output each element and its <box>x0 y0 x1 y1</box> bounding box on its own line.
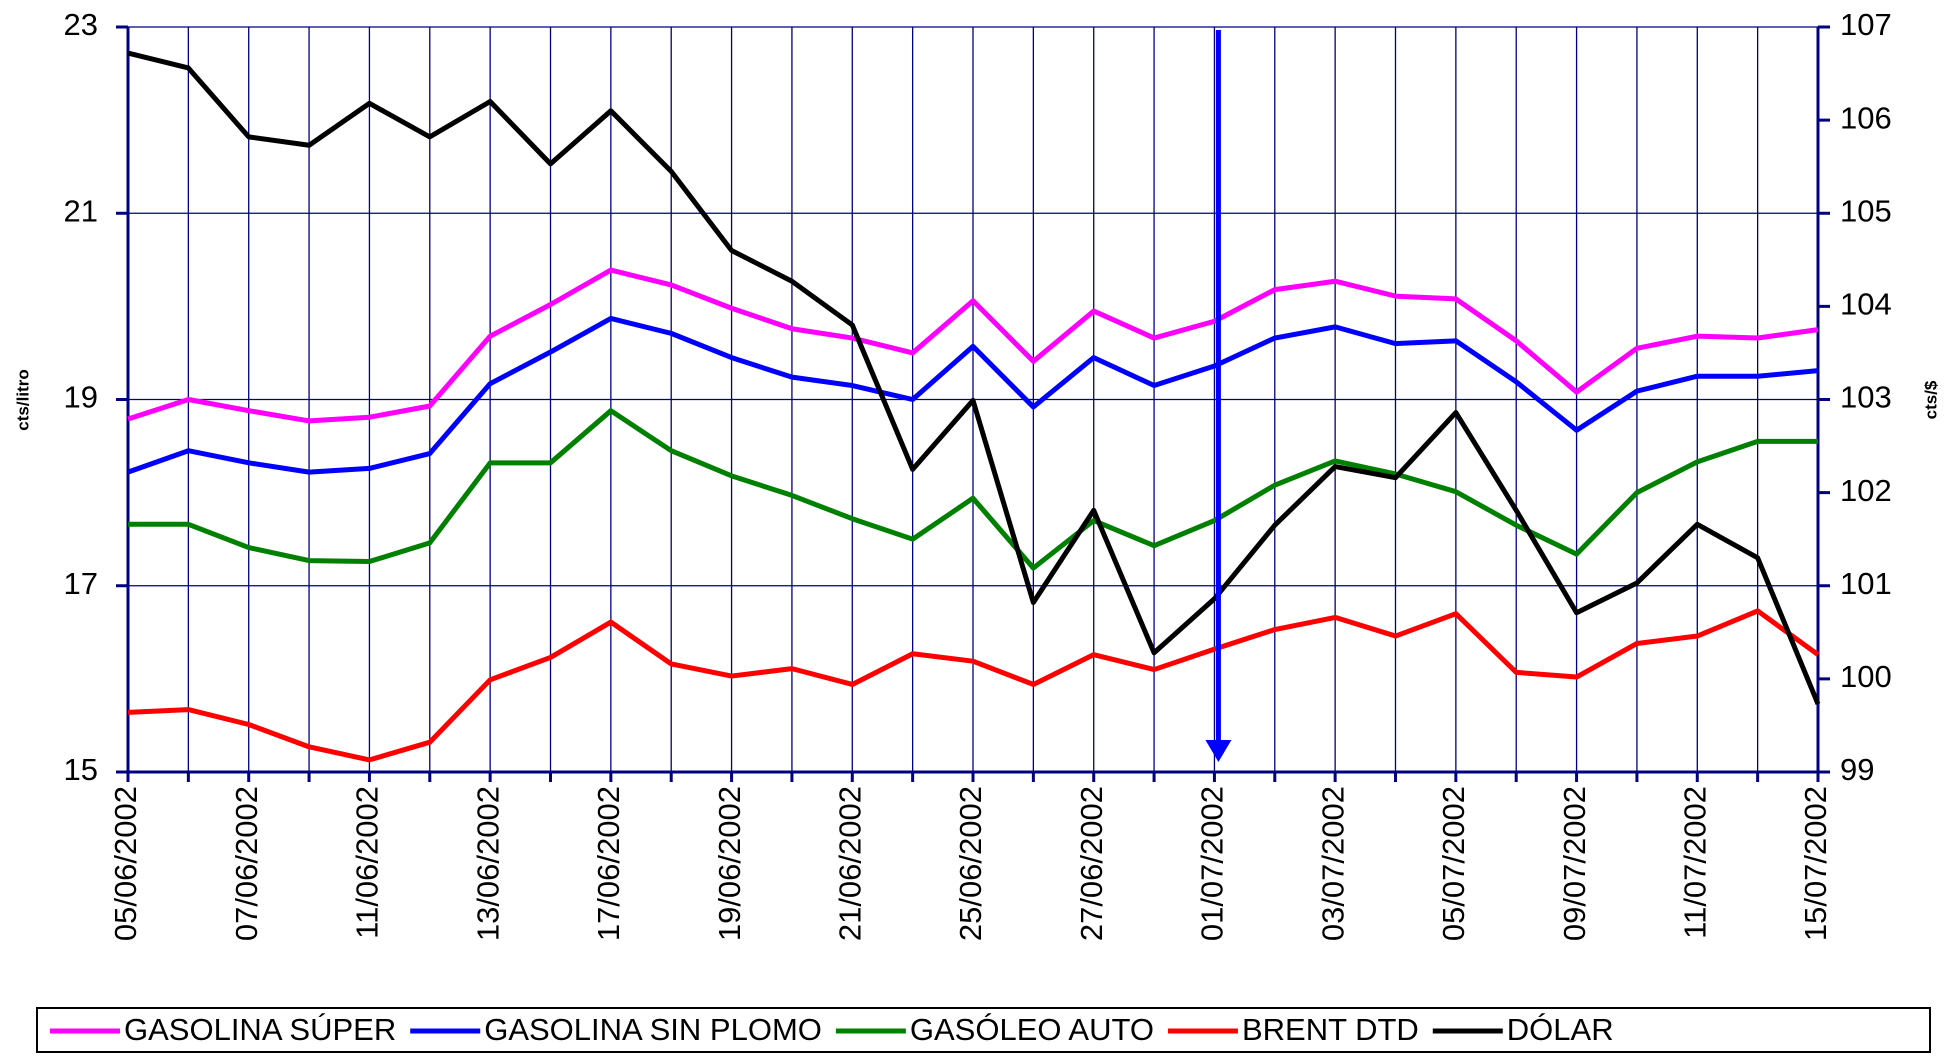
y2-tick-label: 104 <box>1840 287 1892 322</box>
y2-tick-label: 105 <box>1840 193 1892 228</box>
series-line <box>127 608 1820 763</box>
x-tick-label: 07/06/2002 <box>229 786 264 941</box>
series-line <box>128 408 1818 571</box>
series-line <box>127 315 1819 475</box>
series-line <box>127 267 1819 424</box>
y2-axis-label: cts/$ <box>1921 380 1940 419</box>
legend-label: GASOLINA SÚPER <box>124 1012 396 1047</box>
legend-box <box>36 1007 1931 1053</box>
series-line <box>127 50 1821 705</box>
y-axis-label: cts/litro <box>13 369 32 430</box>
y-tick-label: 21 <box>64 193 98 228</box>
x-tick-label: 21/06/2002 <box>832 786 867 941</box>
x-tick-label: 01/07/2002 <box>1195 786 1230 941</box>
legend-label: GASOLINA SIN PLOMO <box>484 1012 822 1047</box>
x-tick-label: 25/06/2002 <box>953 786 988 941</box>
y-tick-label: 15 <box>64 752 98 787</box>
y-tick-label: 17 <box>64 566 98 601</box>
y2-tick-label: 107 <box>1840 7 1892 42</box>
y2-tick-label: 100 <box>1840 659 1892 694</box>
y2-tick-label: 99 <box>1840 752 1874 787</box>
y2-tick-label: 103 <box>1840 380 1892 415</box>
y-tick-label: 23 <box>64 7 98 42</box>
legend-label: DÓLAR <box>1507 1012 1614 1047</box>
x-tick-label: 19/06/2002 <box>712 786 747 941</box>
y2-tick-label: 102 <box>1840 473 1892 508</box>
x-tick-label: 27/06/2002 <box>1074 786 1109 941</box>
x-tick-label: 05/07/2002 <box>1436 786 1471 941</box>
legend-label: BRENT DTD <box>1242 1012 1419 1047</box>
legend-label: GASÓLEO AUTO <box>910 1012 1154 1047</box>
x-tick-label: 11/06/2002 <box>350 786 385 939</box>
arrow-head <box>1205 740 1232 762</box>
x-tick-label: 11/07/2002 <box>1677 786 1712 939</box>
x-tick-label: 03/07/2002 <box>1315 786 1350 941</box>
x-tick-label: 17/06/2002 <box>591 786 626 941</box>
x-tick-label: 05/06/2002 <box>108 786 143 941</box>
x-tick-label: 15/07/2002 <box>1798 786 1833 941</box>
x-tick-label: 13/06/2002 <box>470 786 505 941</box>
y2-tick-label: 101 <box>1840 566 1892 601</box>
x-tick-label: 09/07/2002 <box>1557 786 1592 941</box>
y2-tick-label: 106 <box>1840 100 1892 135</box>
y-tick-label: 19 <box>64 380 98 415</box>
